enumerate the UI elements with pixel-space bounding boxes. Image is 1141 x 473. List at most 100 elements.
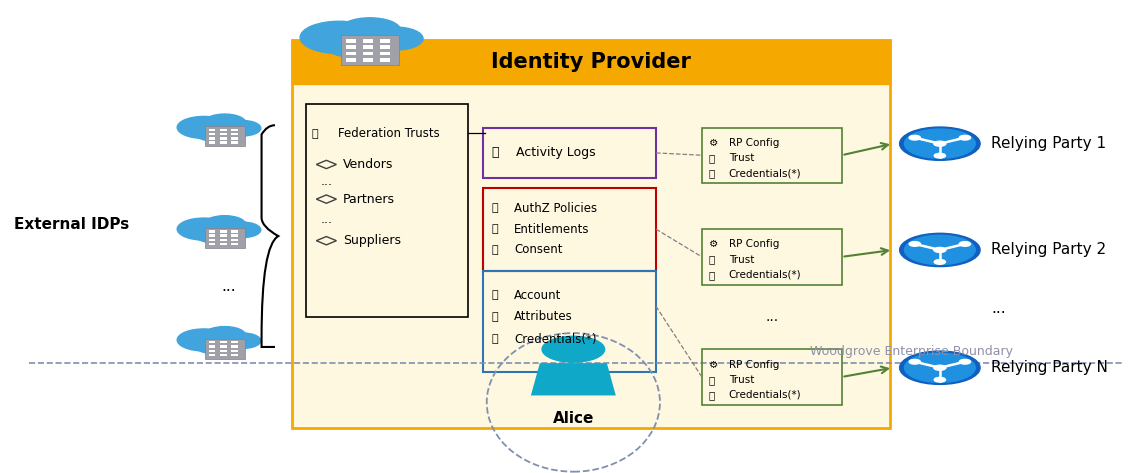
Bar: [209, 243, 216, 245]
Text: ⚙: ⚙: [709, 138, 718, 148]
Bar: [220, 133, 227, 135]
Circle shape: [960, 242, 971, 246]
Text: Credentials(*): Credentials(*): [729, 270, 801, 280]
Bar: [232, 341, 238, 343]
Circle shape: [909, 359, 921, 364]
Text: 🎁: 🎁: [709, 254, 714, 264]
Text: Credentials(*): Credentials(*): [515, 333, 597, 346]
Polygon shape: [531, 363, 616, 395]
Bar: [220, 350, 227, 352]
Text: 📄: 📄: [492, 224, 499, 234]
Text: Consent: Consent: [515, 244, 563, 256]
Text: Partners: Partners: [343, 193, 395, 206]
FancyBboxPatch shape: [204, 228, 244, 248]
Text: Relying Party 2: Relying Party 2: [992, 243, 1107, 257]
Circle shape: [934, 377, 946, 382]
Bar: [346, 39, 356, 43]
Text: Trust: Trust: [729, 153, 754, 163]
Circle shape: [542, 336, 605, 362]
Bar: [363, 52, 373, 55]
Text: Trust: Trust: [729, 375, 754, 385]
Bar: [220, 141, 227, 144]
Circle shape: [899, 351, 980, 385]
Text: Entitlements: Entitlements: [515, 223, 590, 236]
Text: Suppliers: Suppliers: [343, 234, 402, 247]
Bar: [209, 137, 216, 140]
Circle shape: [905, 235, 976, 264]
Bar: [232, 243, 238, 245]
Text: 📋: 📋: [492, 147, 500, 159]
Bar: [346, 58, 356, 61]
Bar: [209, 129, 216, 131]
Text: 🔑: 🔑: [709, 390, 714, 400]
Bar: [220, 354, 227, 356]
Bar: [220, 341, 227, 343]
Text: Woodgrove Enterprise Boundary: Woodgrove Enterprise Boundary: [810, 345, 1013, 358]
Text: ⚙: ⚙: [709, 239, 718, 249]
Bar: [232, 129, 238, 131]
Bar: [209, 133, 216, 135]
Text: 🔑: 🔑: [709, 270, 714, 280]
Text: RP Config: RP Config: [729, 359, 779, 369]
Text: External IDPs: External IDPs: [14, 217, 129, 232]
Circle shape: [177, 116, 230, 139]
Bar: [232, 350, 238, 352]
Circle shape: [934, 260, 946, 264]
FancyBboxPatch shape: [292, 40, 890, 84]
Text: Credentials(*): Credentials(*): [729, 390, 801, 400]
Text: 👤: 👤: [492, 290, 499, 300]
Text: ...: ...: [766, 310, 778, 324]
Bar: [232, 230, 238, 233]
FancyBboxPatch shape: [341, 35, 399, 65]
Text: 🛡: 🛡: [492, 203, 499, 213]
Circle shape: [321, 24, 405, 59]
Bar: [363, 45, 373, 49]
Circle shape: [933, 247, 946, 253]
Bar: [220, 129, 227, 131]
Circle shape: [192, 331, 249, 354]
Text: Credentials(*): Credentials(*): [729, 168, 801, 178]
Text: 👥: 👥: [492, 312, 499, 322]
Circle shape: [905, 129, 976, 158]
Circle shape: [367, 27, 423, 50]
Circle shape: [933, 365, 946, 370]
Text: Vendors: Vendors: [343, 158, 394, 171]
Circle shape: [933, 141, 946, 146]
Bar: [346, 52, 356, 55]
Text: RP Config: RP Config: [729, 239, 779, 249]
Bar: [380, 52, 389, 55]
Bar: [209, 239, 216, 241]
Circle shape: [934, 153, 946, 158]
Text: Activity Logs: Activity Logs: [517, 147, 596, 159]
Bar: [346, 45, 356, 49]
Circle shape: [960, 359, 971, 364]
Text: 🔑: 🔑: [709, 168, 714, 178]
Bar: [380, 45, 389, 49]
Text: ...: ...: [321, 175, 332, 188]
Circle shape: [192, 220, 249, 244]
Circle shape: [177, 329, 230, 351]
Text: RP Config: RP Config: [729, 138, 779, 148]
Text: ...: ...: [321, 213, 332, 227]
Text: ...: ...: [992, 301, 1006, 316]
Bar: [220, 235, 227, 237]
FancyBboxPatch shape: [292, 40, 890, 428]
Text: Trust: Trust: [729, 254, 754, 264]
Text: Attributes: Attributes: [515, 310, 573, 324]
Circle shape: [204, 114, 245, 131]
Bar: [220, 345, 227, 348]
Circle shape: [909, 135, 921, 140]
Circle shape: [909, 242, 921, 246]
Circle shape: [204, 326, 245, 344]
Bar: [209, 350, 216, 352]
Bar: [363, 58, 373, 61]
Circle shape: [899, 233, 980, 267]
Bar: [209, 235, 216, 237]
Bar: [232, 239, 238, 241]
Text: ...: ...: [221, 280, 236, 294]
Bar: [209, 345, 216, 348]
Circle shape: [192, 118, 249, 142]
Text: 🎁: 🎁: [709, 153, 714, 163]
Circle shape: [960, 135, 971, 140]
Text: 🖥: 🖥: [492, 245, 499, 255]
